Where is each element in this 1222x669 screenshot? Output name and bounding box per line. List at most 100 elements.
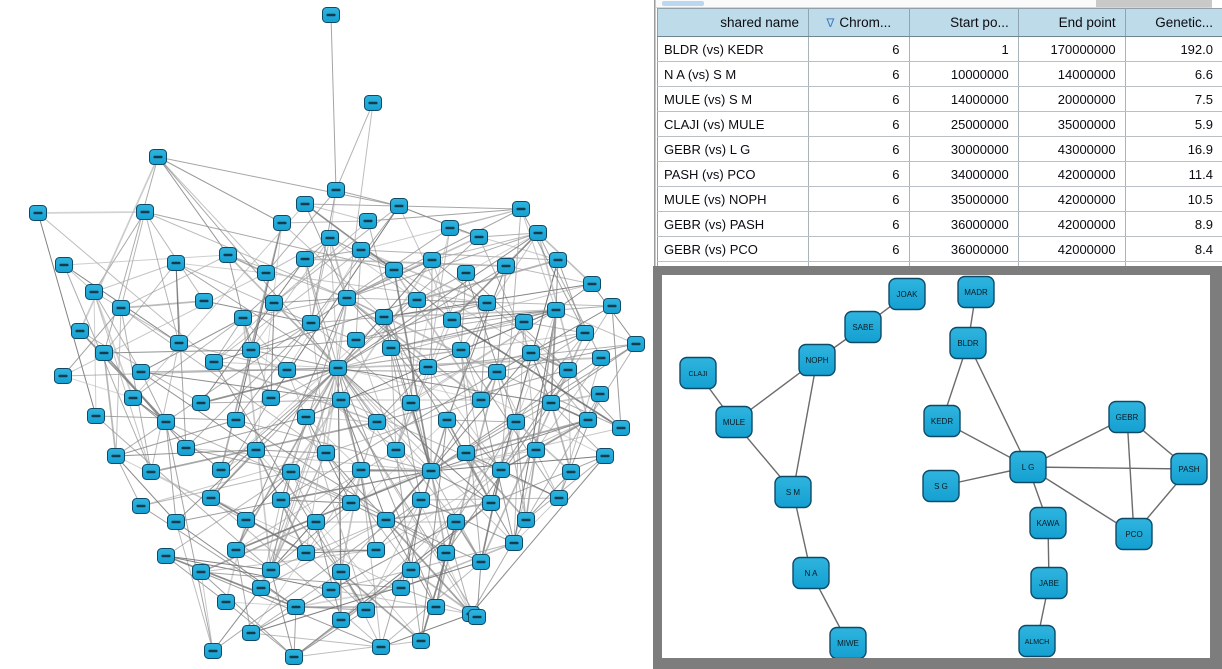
network-edge[interactable]	[385, 519, 472, 615]
network-node[interactable]	[272, 492, 290, 508]
network-edge[interactable]	[305, 297, 348, 554]
network-edge[interactable]	[310, 205, 400, 324]
network-node[interactable]	[364, 95, 382, 111]
network-edge[interactable]	[140, 452, 327, 507]
network-edge[interactable]	[140, 505, 297, 608]
network-edge[interactable]	[235, 419, 432, 472]
network-edge[interactable]	[340, 352, 532, 401]
network-edge[interactable]	[235, 322, 312, 421]
table-cell[interactable]: 6	[808, 36, 910, 62]
network-edge[interactable]	[93, 262, 177, 293]
table-cell[interactable]: 6	[808, 136, 910, 162]
network-node[interactable]	[124, 390, 142, 406]
network-edge[interactable]	[523, 321, 537, 451]
network-edge[interactable]	[250, 339, 357, 351]
table-row[interactable]: MULE (vs) NOPH 6 35000000 42000000 10.5	[657, 186, 1222, 212]
network-edge[interactable]	[185, 416, 307, 449]
network-node[interactable]	[317, 445, 335, 461]
network-edge[interactable]	[329, 237, 339, 369]
table-cell[interactable]: 16.9	[1125, 136, 1222, 162]
network-edge[interactable]	[337, 367, 492, 504]
table-cell[interactable]: 6	[808, 186, 910, 212]
network-edge[interactable]	[478, 232, 539, 238]
network-node[interactable]	[205, 354, 223, 370]
network-edge[interactable]	[329, 237, 418, 301]
network-edge[interactable]	[340, 399, 362, 471]
network-node[interactable]	[234, 310, 252, 326]
network-edge[interactable]	[132, 317, 244, 399]
network-node[interactable]	[242, 625, 260, 641]
network-node[interactable]	[204, 643, 222, 659]
network-edge[interactable]	[367, 208, 522, 222]
network-node[interactable]	[385, 262, 403, 278]
network-edge[interactable]	[250, 237, 331, 351]
network-edge[interactable]	[350, 452, 467, 504]
network-node[interactable]	[527, 442, 545, 458]
network-node[interactable]	[227, 542, 245, 558]
network-edge[interactable]	[286, 249, 362, 371]
table-row[interactable]: GEBR (vs) PCO 6 36000000 42000000 8.4	[657, 236, 1222, 262]
subnetwork-node-madr[interactable]: MADR	[957, 275, 995, 309]
network-edge[interactable]	[157, 156, 339, 369]
table-cell[interactable]: 25000000	[909, 111, 1019, 137]
network-edge[interactable]	[513, 309, 557, 544]
network-edge[interactable]	[465, 419, 589, 454]
network-node[interactable]	[612, 420, 630, 436]
network-edge[interactable]	[213, 361, 378, 423]
network-node[interactable]	[342, 495, 360, 511]
network-node[interactable]	[412, 633, 430, 649]
network-edge[interactable]	[235, 470, 432, 551]
table-cell[interactable]: 6.6	[1125, 61, 1222, 87]
network-node[interactable]	[71, 323, 89, 339]
network-edge[interactable]	[340, 502, 492, 621]
network-node[interactable]	[515, 314, 533, 330]
subnetwork-node-na[interactable]: N A	[792, 556, 830, 590]
network-edge[interactable]	[340, 469, 362, 573]
table-cell[interactable]: GEBR (vs) PCO	[657, 236, 809, 262]
network-edge[interactable]	[460, 349, 492, 504]
network-node[interactable]	[468, 609, 486, 625]
subnetwork-node-claji[interactable]: CLAJI	[679, 356, 717, 390]
network-edge[interactable]	[93, 211, 146, 293]
network-edge[interactable]	[185, 447, 432, 472]
network-edge[interactable]	[451, 319, 622, 429]
network-edge[interactable]	[304, 249, 362, 260]
network-edge[interactable]	[132, 397, 222, 471]
table-cell[interactable]: 10.5	[1125, 186, 1222, 212]
network-edge[interactable]	[203, 300, 312, 324]
network-node[interactable]	[505, 535, 523, 551]
network-edge[interactable]	[375, 499, 422, 551]
subnetwork-node-bldr[interactable]: BLDR	[949, 326, 987, 360]
network-edge[interactable]	[315, 521, 342, 621]
network-edge[interactable]	[337, 299, 418, 369]
network-node[interactable]	[492, 462, 510, 478]
network-node[interactable]	[488, 364, 506, 380]
network-edge[interactable]	[273, 297, 348, 304]
network-node[interactable]	[529, 225, 547, 241]
table-horizontal-scrollbar[interactable]	[656, 0, 1212, 8]
table-cell[interactable]: 6	[808, 161, 910, 187]
network-edge[interactable]	[337, 367, 422, 501]
network-node[interactable]	[296, 196, 314, 212]
network-edge[interactable]	[200, 571, 214, 652]
network-edge[interactable]	[175, 521, 214, 652]
network-node[interactable]	[149, 149, 167, 165]
network-edge[interactable]	[455, 421, 517, 523]
network-edge[interactable]	[335, 189, 400, 207]
network-edge[interactable]	[281, 222, 385, 318]
network-node[interactable]	[329, 360, 347, 376]
network-node[interactable]	[562, 464, 580, 480]
network-node[interactable]	[377, 512, 395, 528]
network-edge[interactable]	[235, 297, 348, 551]
filter-icon[interactable]: ∇	[826, 16, 835, 30]
network-node[interactable]	[217, 594, 235, 610]
subnetwork-node-pash[interactable]: PASH	[1170, 452, 1208, 486]
network-edge[interactable]	[360, 469, 382, 648]
table-cell[interactable]: 7.5	[1125, 86, 1222, 112]
network-node[interactable]	[441, 220, 459, 236]
table-row[interactable]: MULE (vs) S M 6 14000000 20000000 7.5	[657, 86, 1222, 112]
network-edge[interactable]	[398, 205, 480, 238]
network-edge[interactable]	[550, 402, 606, 457]
network-node[interactable]	[297, 545, 315, 561]
network-edge[interactable]	[270, 367, 339, 571]
